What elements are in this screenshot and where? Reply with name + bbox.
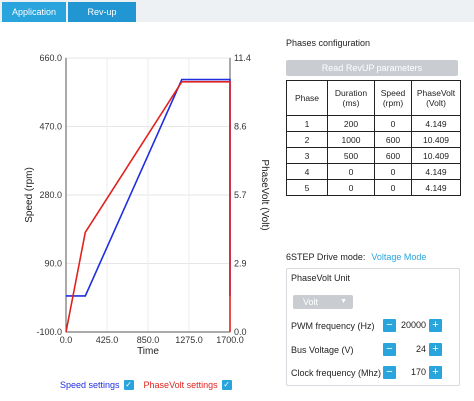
table-cell[interactable]: 10.409 <box>411 131 461 148</box>
minus-icon[interactable]: − <box>383 366 396 379</box>
table-cell[interactable]: 500 <box>327 147 375 164</box>
table-cell[interactable]: 1000 <box>327 131 375 148</box>
y-left-tick-label: 90.0 <box>44 259 62 269</box>
pwm-input[interactable]: 20000 <box>396 319 429 332</box>
bus-voltage-input[interactable]: 24 <box>396 343 429 356</box>
phases-table: Phase Duration (ms) Speed (rpm) PhaseVol… <box>286 80 461 196</box>
table-cell[interactable]: 0 <box>374 163 412 180</box>
clock-frequency-input[interactable]: 170 <box>396 366 429 379</box>
x-tick-label: 0.0 <box>60 335 73 345</box>
table-cell[interactable]: 4.149 <box>411 179 461 196</box>
phases-config-title: Phases configuration <box>286 38 371 48</box>
minus-icon[interactable]: − <box>383 343 396 356</box>
phasevolt-unit-group: PhaseVolt Unit Volt ▼ PWM frequency (Hz) … <box>286 268 460 386</box>
x-tick-label: 1700.0 <box>216 335 244 345</box>
table-cell[interactable]: 600 <box>374 147 412 164</box>
table-row: 3 500 600 10.409 <box>286 147 461 164</box>
table-row: 5 0 0 4.149 <box>286 179 461 196</box>
y-right-tick-label: 0.0 <box>234 327 247 337</box>
pwm-stepper: − 20000 + <box>383 319 442 332</box>
table-cell: 4 <box>286 163 328 180</box>
table-row: 1 200 0 4.149 <box>286 115 461 132</box>
y-left-tick-label: 660.0 <box>39 53 62 63</box>
table-row: 2 1000 600 10.409 <box>286 131 461 148</box>
x-tick-label: 850.0 <box>137 335 160 345</box>
y-left-tick-label: 470.0 <box>39 122 62 132</box>
col-phase-header: Phase <box>286 80 328 116</box>
legend-phasevolt-label: PhaseVolt settings <box>143 380 218 390</box>
y-right-tick-label: 2.9 <box>234 259 247 269</box>
tab-rev-up[interactable]: Rev-up <box>68 2 136 22</box>
bus-voltage-label: Bus Voltage (V) <box>291 345 354 355</box>
unit-select[interactable]: Volt ▼ <box>293 295 353 309</box>
phasevolt-checkbox[interactable]: ✓ <box>221 380 232 390</box>
table-cell[interactable]: 4.149 <box>411 163 461 180</box>
col-duration-header: Duration (ms) <box>327 80 375 116</box>
table-row: 4 0 0 4.149 <box>286 163 461 180</box>
table-cell: 2 <box>286 131 328 148</box>
legend-speed-label: Speed settings <box>60 380 120 390</box>
revup-chart: -100.0 90.0 280.0 470.0 660.0 0.0 2.9 5.7 8.6 11.… <box>24 53 270 357</box>
plus-icon[interactable]: + <box>429 343 442 356</box>
phasevolt-unit-header: PhaseVolt Unit <box>291 273 351 283</box>
table-cell[interactable]: 0 <box>374 115 412 132</box>
plus-icon[interactable]: + <box>429 366 442 379</box>
table-cell[interactable]: 200 <box>327 115 375 132</box>
drive-mode-value: Voltage Mode <box>371 252 427 262</box>
y-right-tick-label: 8.6 <box>234 122 247 132</box>
table-cell: 5 <box>286 179 328 196</box>
tab-application[interactable]: Application <box>2 2 66 22</box>
table-header-row: Phase Duration (ms) Speed (rpm) PhaseVol… <box>286 80 461 116</box>
read-revup-button[interactable]: Read RevUP parameters <box>286 60 458 76</box>
plus-icon[interactable]: + <box>429 319 442 332</box>
table-cell: 1 <box>286 115 328 132</box>
pwm-label: PWM frequency (Hz) <box>291 321 375 331</box>
x-tick-label: 425.0 <box>96 335 119 345</box>
col-speed-header: Speed (rpm) <box>374 80 412 116</box>
table-cell[interactable]: 10.409 <box>411 147 461 164</box>
y-right-tick-label: 5.7 <box>234 190 247 200</box>
table-cell[interactable]: 600 <box>374 131 412 148</box>
y-axis-left-label: Speed (rpm) <box>24 167 35 223</box>
x-tick-label: 1275.0 <box>175 335 203 345</box>
chart-legend: Speed settings ✓ PhaseVolt settings ✓ <box>60 380 232 390</box>
y-right-tick-label: 11.4 <box>234 53 251 63</box>
drive-mode-label: 6STEP Drive mode: <box>286 252 366 262</box>
chevron-down-icon: ▼ <box>340 298 347 305</box>
y-left-tick-label: 280.0 <box>39 190 62 200</box>
table-cell: 3 <box>286 147 328 164</box>
col-phasevolt-header: PhaseVolt (Volt) <box>411 80 461 116</box>
y-left-tick-label: -100.0 <box>36 327 62 337</box>
bus-voltage-stepper: − 24 + <box>383 343 442 356</box>
unit-select-value: Volt <box>303 297 319 307</box>
y-axis-right-label: PhaseVolt (Volt) <box>259 159 270 230</box>
drive-mode: 6STEP Drive mode: Voltage Mode <box>286 252 426 262</box>
table-cell[interactable]: 0 <box>374 179 412 196</box>
clock-frequency-stepper: − 170 + <box>383 366 442 379</box>
series-line-phasevolt <box>65 80 231 333</box>
x-axis-label: Time <box>137 346 159 357</box>
table-cell[interactable]: 0 <box>327 179 375 196</box>
speed-checkbox[interactable]: ✓ <box>123 380 134 390</box>
table-cell[interactable]: 4.149 <box>411 115 461 132</box>
clock-frequency-label: Clock frequency (Mhz) <box>291 368 382 378</box>
minus-icon[interactable]: − <box>383 319 396 332</box>
tab-bar: Application Rev-up <box>0 0 474 22</box>
table-cell[interactable]: 0 <box>327 163 375 180</box>
